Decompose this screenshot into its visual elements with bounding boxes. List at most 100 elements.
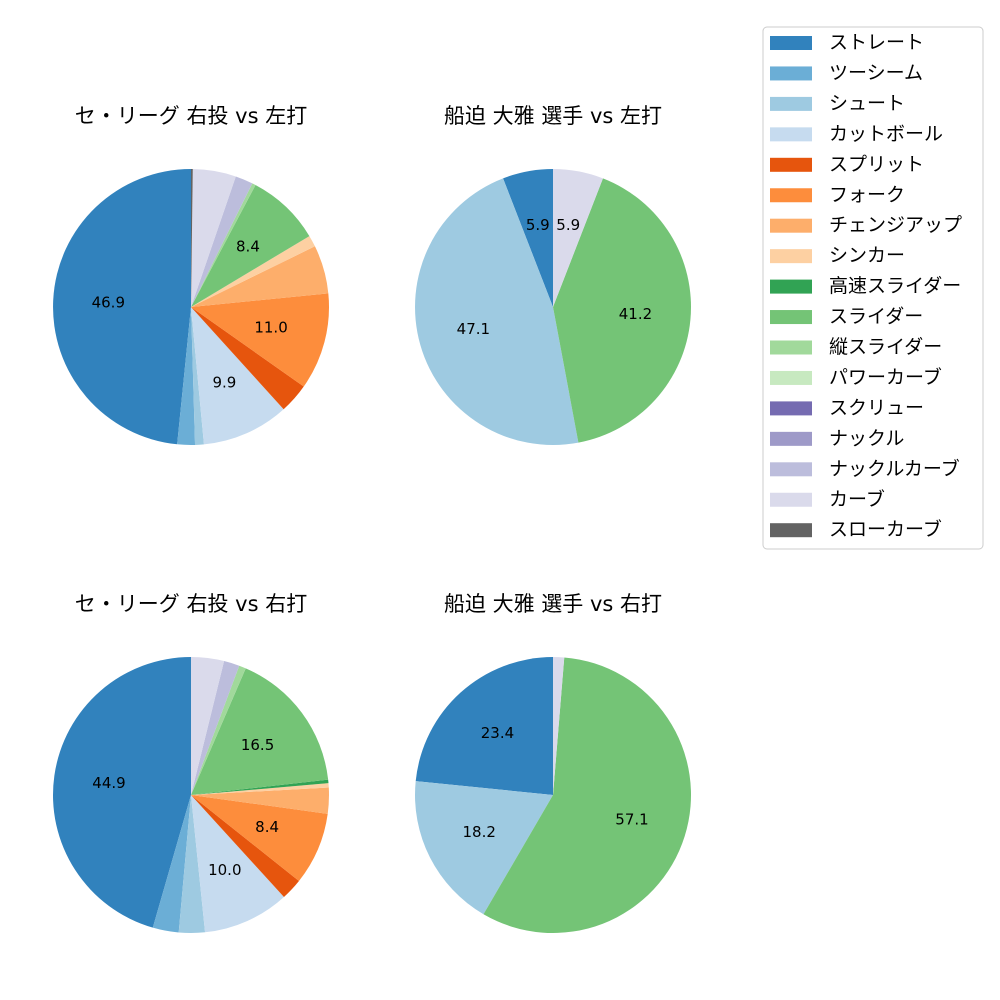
legend-item: 縦スライダー	[770, 336, 942, 358]
legend-item: スローカーブ	[770, 518, 942, 541]
chart-title: セ・リーグ 右投 vs 右打	[75, 592, 307, 616]
legend-swatch	[770, 66, 812, 81]
pie-slice	[191, 657, 225, 795]
legend-label: シンカー	[829, 245, 905, 267]
slice-value-label: 5.9	[556, 216, 580, 234]
legend-swatch	[770, 462, 812, 477]
legend-frame	[762, 26, 984, 550]
pie-slice	[53, 657, 191, 928]
pie-slice	[191, 668, 329, 795]
legend-swatch	[770, 310, 812, 325]
legend-swatch	[770, 218, 812, 233]
slice-value-label: 8.4	[236, 237, 260, 255]
legend-label: ストレート	[829, 32, 924, 54]
legend-label: 縦スライダー	[829, 336, 942, 358]
legend-swatch	[770, 249, 812, 264]
chart-title: 船迫 大雅 選手 vs 右打	[444, 592, 662, 616]
pie-charts: セ・リーグ 右投 vs 左打 46.9 9.9 11.0 8.4 船迫 大雅 選手 vs …	[53, 104, 692, 934]
pie-slice	[191, 176, 253, 307]
legend-item: スプリット	[770, 153, 924, 175]
pie-slice	[553, 178, 691, 443]
slice-value-label: 18.2	[463, 823, 496, 841]
legend-label: スプリット	[829, 153, 924, 175]
pie-slice	[553, 657, 565, 795]
pie-slice	[177, 307, 196, 445]
pie-slice	[191, 246, 329, 307]
pie-slice	[191, 307, 284, 445]
legend-label: スクリュー	[829, 397, 924, 419]
pie-slice	[191, 795, 328, 881]
pie-slice	[191, 307, 304, 410]
legend-item: フォーク	[770, 184, 905, 206]
legend-item: ツーシーム	[770, 62, 923, 84]
legend-label: パワーカーブ	[829, 365, 942, 388]
pie-slice	[415, 657, 553, 795]
pie-slice	[53, 169, 191, 445]
legend-item: パワーカーブ	[770, 365, 942, 388]
legend-label: カットボール	[829, 123, 943, 145]
pie-slice	[191, 787, 330, 814]
pie-chart: セ・リーグ 右投 vs 左打 46.9 9.9 11.0 8.4	[53, 104, 330, 445]
legend-label: ナックルカーブ	[829, 457, 960, 480]
pie-slice	[191, 783, 329, 795]
slice-value-label: 47.1	[457, 320, 490, 338]
slice-value-label: 8.4	[255, 818, 279, 836]
legend-swatch	[770, 401, 812, 416]
legend-item: シュート	[770, 92, 905, 114]
pie-chart: 船迫 大雅 選手 vs 右打 23.4 18.2 57.1	[415, 592, 692, 934]
pie-slice	[191, 795, 299, 897]
slice-value-label: 10.0	[208, 861, 241, 879]
legend-swatch	[770, 96, 812, 111]
chart-title: セ・リーグ 右投 vs 左打	[75, 104, 307, 128]
legend-item: スライダー	[770, 306, 923, 328]
legend-swatch	[770, 279, 812, 294]
legend-label: チェンジアップ	[829, 214, 962, 236]
legend-swatch	[770, 492, 812, 507]
slice-value-label: 44.9	[92, 774, 125, 792]
legend-swatch	[770, 340, 812, 355]
pie-slice	[415, 781, 553, 915]
pie-slice	[191, 183, 256, 307]
legend-label: シュート	[829, 92, 905, 114]
pie-slice	[503, 169, 553, 307]
legend-item: 高速スライダー	[770, 275, 961, 297]
pie-slice	[191, 236, 315, 307]
legend-label: カーブ	[829, 487, 885, 510]
pie-slice	[553, 169, 603, 307]
legend-label: フォーク	[829, 184, 905, 206]
slice-value-label: 9.9	[212, 373, 236, 391]
slice-value-label: 5.9	[526, 216, 550, 234]
legend-swatch	[770, 36, 812, 50]
legend-item: シンカー	[770, 245, 905, 267]
legend-swatch	[770, 188, 812, 203]
slice-value-label: 46.9	[92, 293, 125, 311]
pie-slice	[152, 795, 191, 933]
legend-swatch	[770, 523, 812, 538]
legend-swatch	[770, 157, 812, 172]
pie-chart: 船迫 大雅 選手 vs 左打 5.9 47.1 41.2 5.9	[415, 104, 691, 445]
legend-item: ナックル	[770, 427, 904, 449]
legend-label: スローカーブ	[829, 518, 942, 541]
legend-item: チェンジアップ	[770, 214, 962, 236]
pie-slice	[178, 795, 206, 933]
pie-slice	[191, 661, 240, 795]
legend-item: ナックルカーブ	[770, 457, 960, 480]
slice-value-label: 57.1	[615, 810, 648, 828]
slice-value-label: 11.0	[254, 319, 287, 337]
slice-value-label: 23.4	[481, 724, 514, 742]
pie-slice	[483, 657, 692, 934]
pie-slice	[191, 665, 246, 795]
chart-title: 船迫 大雅 選手 vs 左打	[444, 104, 662, 128]
legend-label: ナックル	[829, 427, 904, 449]
legend-item: スクリュー	[770, 397, 924, 419]
pie-slice	[415, 178, 579, 445]
pie-slice	[191, 185, 310, 307]
legend-item: ストレート	[770, 32, 924, 54]
legend-label: 高速スライダー	[829, 275, 961, 297]
slice-value-label: 41.2	[619, 305, 652, 323]
pie-slice	[191, 795, 284, 933]
slice-value-label: 16.5	[241, 736, 274, 754]
pie-slice	[191, 293, 330, 387]
legend-swatch	[770, 370, 812, 385]
